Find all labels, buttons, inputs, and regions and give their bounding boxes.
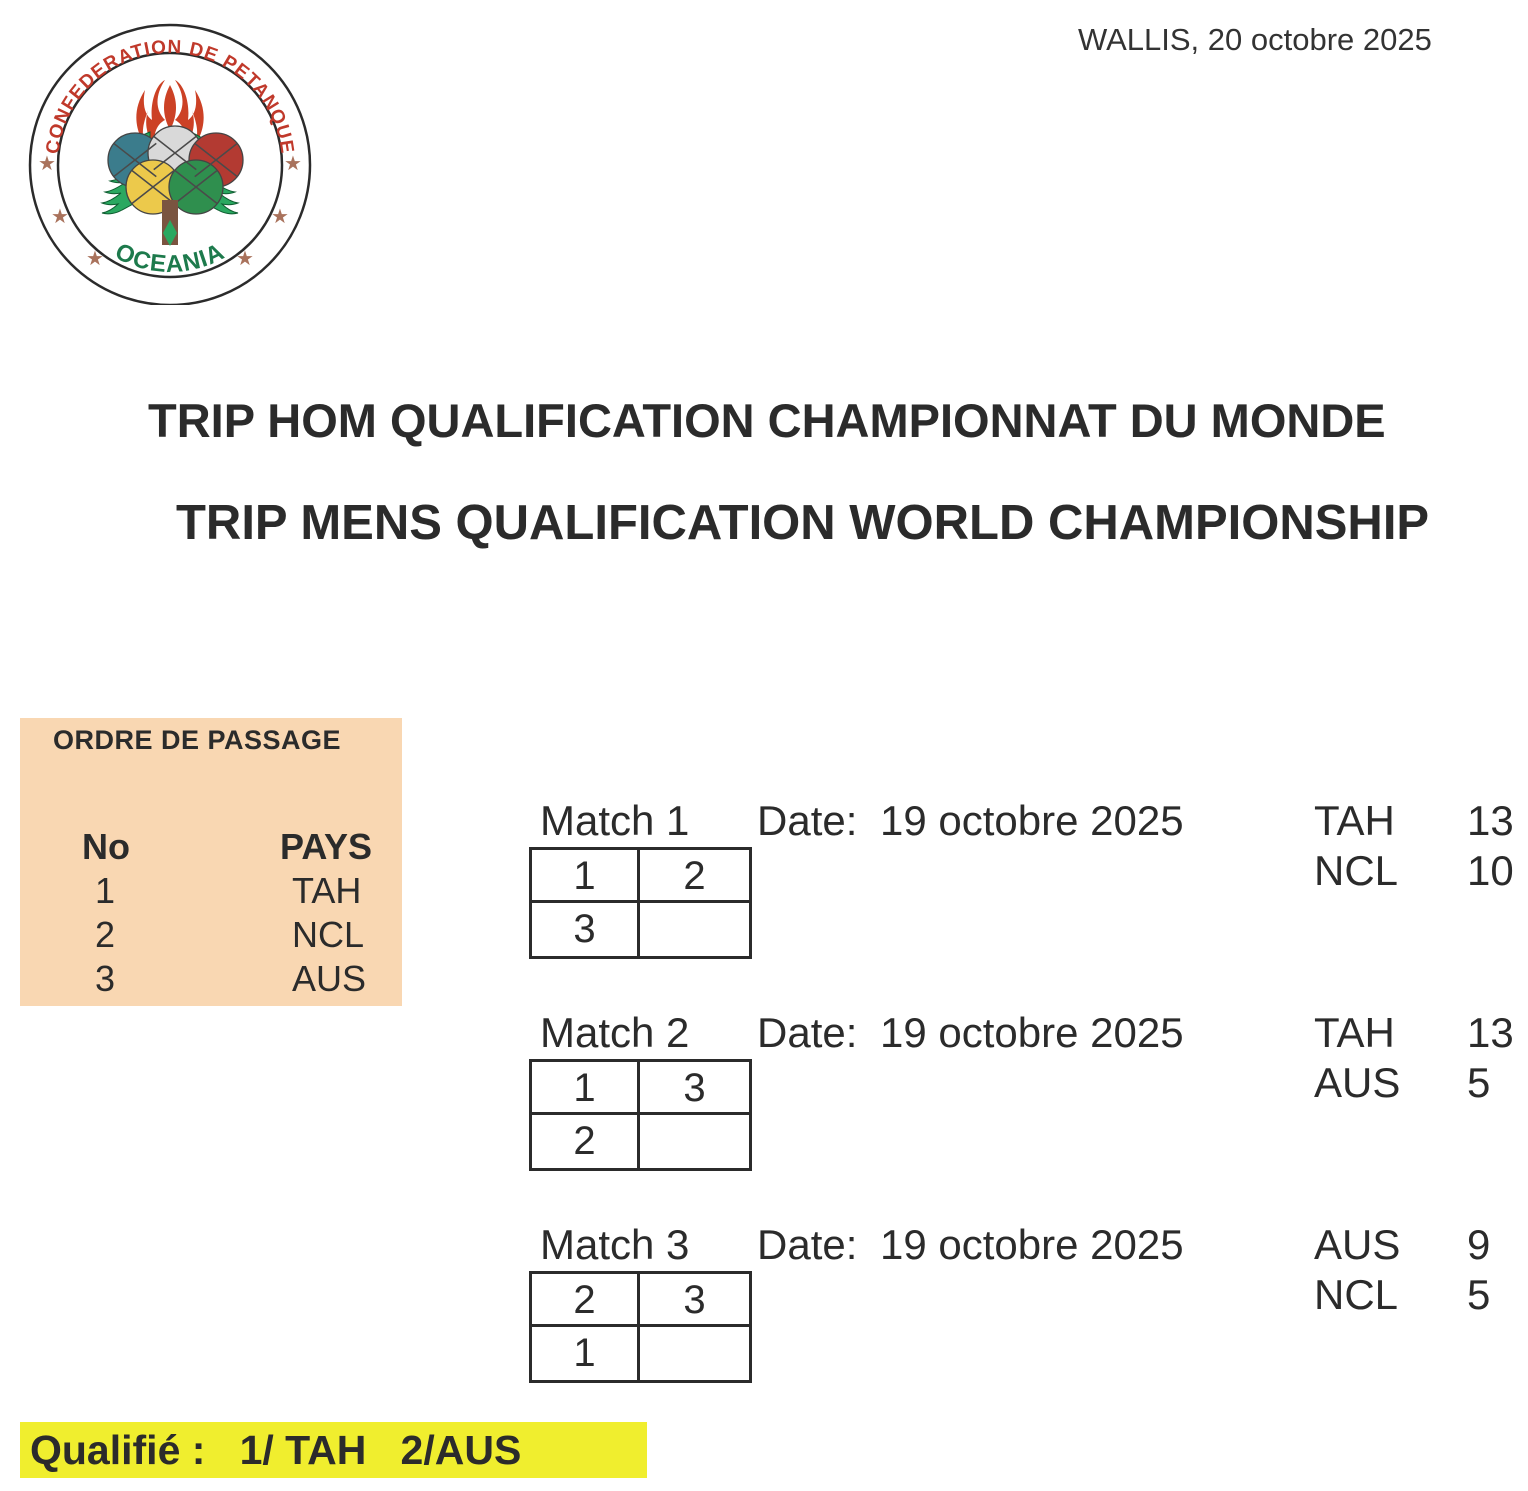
svg-text:★: ★ — [284, 153, 302, 175]
svg-text:★: ★ — [38, 153, 56, 175]
svg-text:★: ★ — [236, 248, 254, 270]
svg-text:★: ★ — [86, 248, 104, 270]
svg-text:★: ★ — [271, 206, 289, 228]
svg-text:★: ★ — [51, 206, 69, 228]
